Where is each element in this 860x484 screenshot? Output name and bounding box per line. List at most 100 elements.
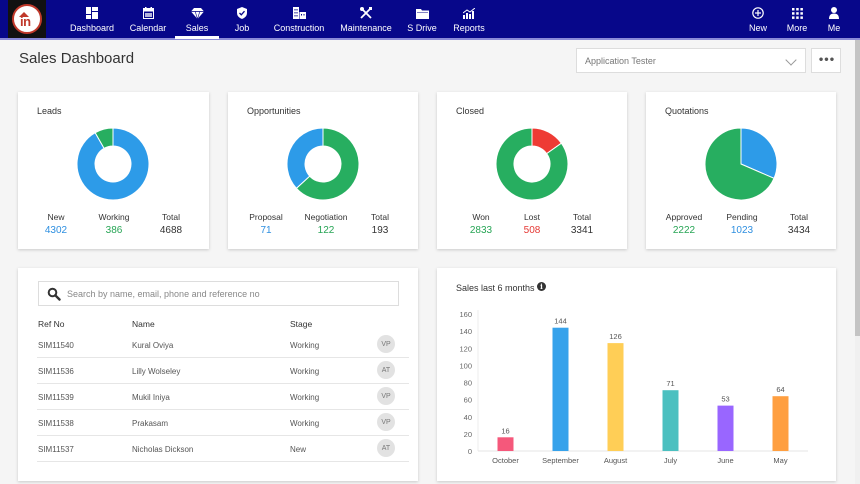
x-tick-label: July: [664, 456, 678, 465]
bar[interactable]: [662, 390, 679, 451]
y-tick-label: 80: [464, 379, 472, 388]
cell-ref-no: SIM11536: [38, 367, 74, 376]
search-input[interactable]: Search by name, email, phone and referen…: [38, 281, 399, 306]
column-header-ref-no[interactable]: Ref No: [38, 319, 65, 329]
folder-icon: [415, 4, 429, 22]
nav-label: Job: [234, 23, 250, 33]
owner-avatar[interactable]: AT: [377, 439, 395, 457]
y-tick-label: 20: [464, 430, 472, 439]
table-row[interactable]: SIM11536 Lilly Wolseley Working AT: [37, 358, 409, 384]
x-tick-label: August: [604, 456, 628, 465]
cell-ref-no: SIM11538: [38, 419, 74, 428]
nav-item-calendar[interactable]: Calendar: [128, 0, 168, 38]
more-options-button[interactable]: •••: [811, 48, 841, 73]
owner-avatar[interactable]: VP: [377, 413, 395, 431]
table-row[interactable]: SIM11539 Mukil Iniya Working VP: [37, 384, 409, 410]
stat-won: Won 2833: [465, 212, 497, 236]
y-tick-label: 120: [459, 344, 472, 353]
nav-label: Dashboard: [69, 23, 115, 33]
opportunities-card[interactable]: Opportunities Proposal 71 Negotiation 12…: [228, 92, 418, 249]
bar-value-label: 71: [666, 379, 674, 388]
bar-value-label: 144: [554, 317, 567, 326]
stat-value: 4302: [44, 225, 68, 236]
company-logo[interactable]: in: [8, 0, 46, 38]
stat-lost: Lost 508: [517, 212, 547, 236]
table-row[interactable]: SIM11540 Kural Oviya Working VP: [37, 332, 409, 358]
stat-label: Negotiation: [304, 212, 348, 222]
leads-table-card: Search by name, email, phone and referen…: [18, 268, 418, 481]
stat-approved: Approved 2222: [664, 212, 704, 236]
table-row[interactable]: SIM11538 Prakasam Working VP: [37, 410, 409, 436]
user-icon: [829, 4, 839, 22]
sales-bar-chart: 0 20 40 60 80 100 120 140 160 16 October 144 Septemb…: [459, 310, 808, 465]
nav-me-button[interactable]: Me: [824, 0, 844, 38]
page-scrollbar[interactable]: [855, 40, 860, 484]
cell-stage: Working: [290, 367, 320, 376]
nav-item-reports[interactable]: Reports: [452, 0, 486, 38]
nav-label: More: [786, 23, 808, 33]
page-title: Sales Dashboard: [19, 50, 135, 67]
scrollbar-thumb[interactable]: [855, 40, 860, 336]
owner-avatar[interactable]: VP: [377, 335, 395, 353]
owner-avatar[interactable]: VP: [377, 387, 395, 405]
bar[interactable]: [607, 343, 624, 451]
nav-label: Calendar: [129, 23, 167, 33]
stat-value: 71: [260, 225, 272, 236]
nav-item-construction[interactable]: Construction: [272, 0, 326, 38]
quotations-pie-chart: [704, 127, 778, 201]
bar[interactable]: [772, 396, 789, 451]
info-icon[interactable]: i: [537, 282, 546, 291]
nav-item-s-drive[interactable]: S Drive: [405, 0, 439, 38]
bar[interactable]: [497, 437, 514, 451]
logo-text: in: [20, 14, 31, 29]
active-tab-indicator: [175, 36, 219, 39]
chart-segment[interactable]: [286, 127, 324, 189]
chart-segment[interactable]: [740, 127, 778, 180]
closed-card[interactable]: Closed Won 2833 Lost 508 Total 3341: [437, 92, 627, 249]
nav-item-maintenance[interactable]: Maintenance: [339, 0, 393, 38]
search-icon: [47, 287, 61, 301]
stat-new: New 4302: [38, 212, 74, 236]
bar-value-label: 64: [776, 385, 784, 394]
column-header-name[interactable]: Name: [132, 319, 155, 329]
role-dropdown-value: Application Tester: [585, 55, 656, 66]
nav-new-button[interactable]: New: [746, 0, 770, 38]
column-header-stage[interactable]: Stage: [290, 319, 313, 329]
leads-card[interactable]: Leads New 4302 Working 386 Total 4688: [18, 92, 209, 249]
diamond-icon: [190, 4, 204, 22]
nav-item-job[interactable]: Job: [228, 0, 256, 38]
stat-value: 2222: [672, 225, 696, 236]
grid-icon: [791, 4, 803, 22]
nav-more-button[interactable]: More: [784, 0, 810, 38]
bar[interactable]: [552, 327, 569, 451]
stat-label: Total: [371, 212, 389, 222]
nav-item-dashboard[interactable]: Dashboard: [70, 0, 114, 38]
owner-avatar[interactable]: AT: [377, 361, 395, 379]
bar-value-label: 16: [501, 426, 509, 435]
stat-label: Lost: [523, 212, 541, 222]
chart-segment[interactable]: [704, 127, 775, 201]
role-dropdown[interactable]: Application Tester: [576, 48, 806, 73]
chart-segment[interactable]: [295, 127, 360, 201]
table-row[interactable]: SIM11537 Nicholas Dickson New AT: [37, 436, 409, 462]
y-tick-label: 100: [459, 361, 472, 370]
chart-segment[interactable]: [76, 127, 150, 201]
quotations-card[interactable]: Quotations Approved 2222 Pending 1023 To…: [646, 92, 836, 249]
x-tick-label: September: [542, 456, 579, 465]
y-tick-label: 140: [459, 327, 472, 336]
stat-value: 1023: [730, 225, 754, 236]
card-title: Closed: [456, 106, 485, 116]
nav-label: Maintenance: [340, 23, 392, 33]
stat-label: Total: [573, 212, 591, 222]
cell-stage: Working: [290, 393, 320, 402]
chart-segment[interactable]: [94, 127, 114, 150]
nav-item-sales[interactable]: Sales: [176, 0, 218, 38]
chart-segment[interactable]: [495, 127, 569, 201]
stat-total: Total 3341: [565, 212, 599, 236]
stat-total: Total 4688: [154, 212, 188, 236]
stat-value: 4688: [159, 225, 183, 236]
sales-chart-card: Sales last 6 months i 0 20 40 60 80 100 120 140…: [437, 268, 836, 481]
cell-ref-no: SIM11539: [38, 393, 74, 402]
bar[interactable]: [717, 405, 734, 451]
